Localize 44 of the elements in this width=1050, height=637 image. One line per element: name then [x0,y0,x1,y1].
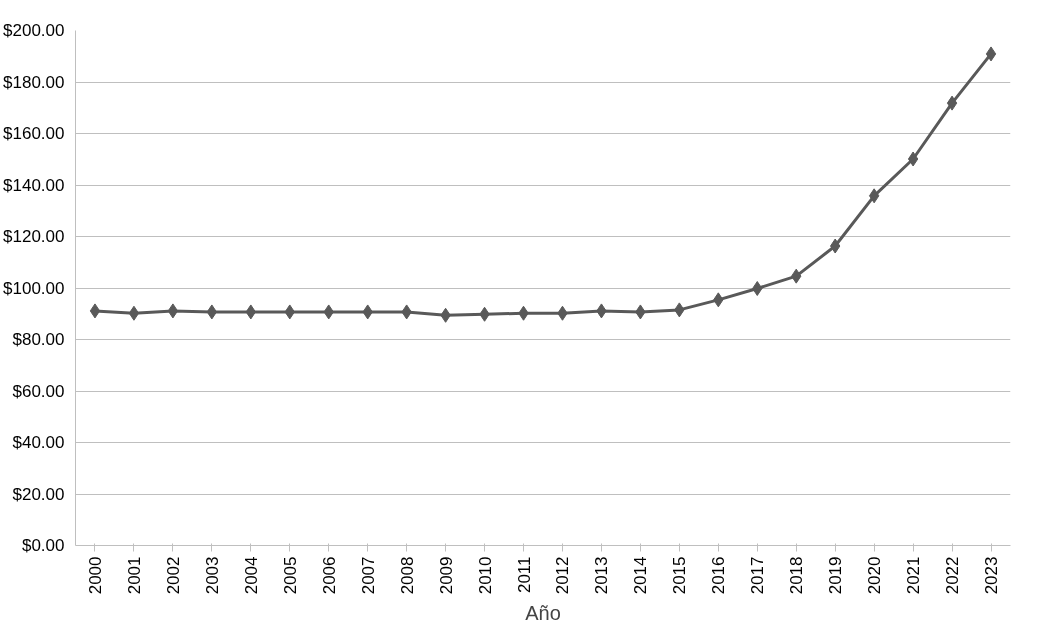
y-tick-label: $120.00 [3,227,65,246]
y-tick-label: $100.00 [3,278,65,298]
x-tick-label: 2012 [553,556,573,595]
x-tick-label: 2018 [787,556,807,595]
x-tick-label: 2016 [709,556,729,595]
point [868,188,880,204]
x-tick-label: 2010 [475,556,495,595]
point [128,305,140,321]
y-tick-label: $80.00 [12,330,65,349]
point [946,95,958,111]
x-tick-label: 2014 [631,556,651,595]
x-tick-label: 2020 [865,556,885,595]
x-tick-label: 2000 [85,556,105,595]
x-tick-label: 2003 [202,556,222,595]
x-tick-label: 2001 [124,556,144,595]
y-tick-label: $40.00 [12,433,65,452]
x-tick-label: 2022 [943,556,963,595]
y-tick-label: $160.00 [3,124,65,143]
x-tick-label: 2004 [241,556,261,595]
x-tick-label: 2019 [826,556,846,595]
x-tick-label: 2008 [397,556,417,595]
x-tick-label: 2011 [514,556,534,594]
y-tick-label: $180.00 [3,72,65,92]
y-tick-label: $60.00 [12,381,65,401]
x-tick-label: 2013 [592,556,612,595]
x-tick-label: 2015 [670,556,690,595]
x-tick-label: 2002 [163,556,183,595]
x-tick-label: 2023 [982,556,1002,595]
x-tick-label: 2021 [904,556,924,595]
x-tick-label: 2007 [358,556,378,595]
point [167,303,179,319]
point [89,303,101,319]
y-tick-label: $200.00 [3,21,65,40]
x-tick-label: 2006 [319,556,339,595]
x-tick-label: 2005 [280,556,300,595]
point [985,46,997,62]
x-tick-label: 2017 [748,556,768,595]
point [206,304,218,320]
y-tick-label: $0.00 [21,536,65,555]
x-axis-title: Año [525,602,561,625]
point [907,151,919,167]
y-tick-label: $140.00 [3,175,65,195]
y-tick-label: $20.00 [12,484,65,504]
x-tick-label: 2009 [436,556,456,595]
